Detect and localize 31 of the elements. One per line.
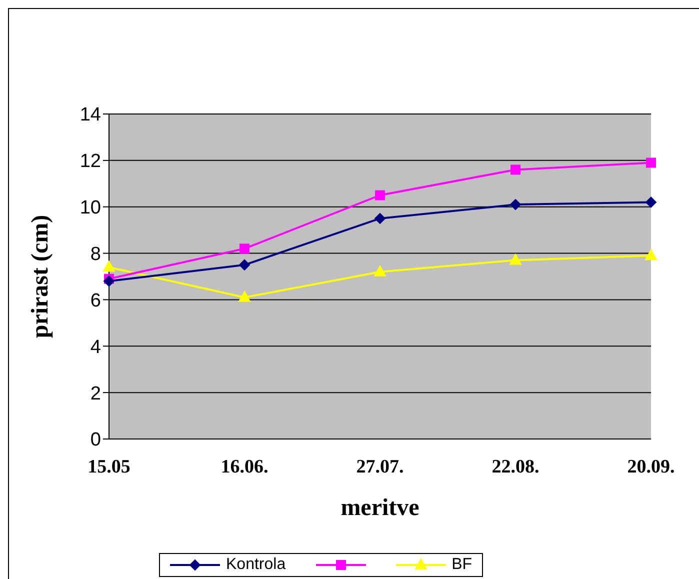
legend-label: BF	[452, 556, 472, 574]
point	[374, 265, 386, 276]
y-tick-label: 8	[90, 244, 101, 266]
x-tick-label: 16.06.	[220, 456, 268, 478]
point	[103, 260, 115, 272]
point	[510, 254, 522, 265]
y-tick-label: 2	[90, 383, 101, 404]
y-axis-title: prirast (cm)	[28, 214, 54, 338]
point	[375, 190, 385, 200]
point	[646, 196, 656, 208]
point	[646, 158, 656, 168]
legend-label: Kontrola	[226, 556, 286, 574]
point	[238, 290, 250, 302]
x-axis-title: meritve	[340, 495, 420, 521]
point	[645, 249, 657, 260]
y-tick-label: 14	[80, 104, 102, 126]
point	[510, 199, 521, 210]
x-tick-label: 22.08.	[492, 456, 540, 478]
y-tick-label: 12	[80, 151, 101, 172]
y-tick-label: 10	[80, 198, 101, 219]
x-tick-label: 20.09.	[627, 456, 675, 478]
point	[104, 276, 114, 287]
point	[510, 164, 520, 175]
point	[240, 244, 250, 254]
point	[374, 212, 386, 224]
x-tick-label: 15.05	[88, 456, 130, 478]
x-tick-label: 27.07.	[356, 456, 404, 478]
y-tick-label: 4	[90, 336, 102, 358]
point	[239, 259, 250, 270]
y-tick-label: 0	[90, 430, 101, 451]
y-tick-label: 6	[90, 290, 101, 312]
